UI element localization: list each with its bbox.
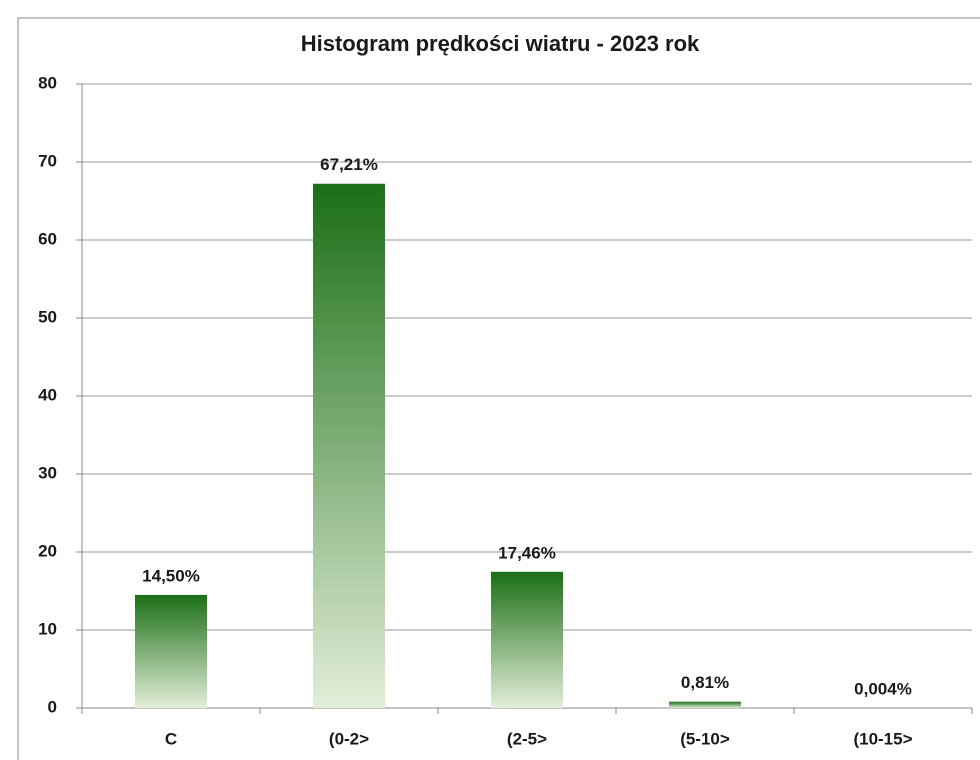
y-tick-label: 80 [38, 73, 57, 92]
y-tick-label: 40 [38, 385, 57, 404]
x-tick-label: (2-5> [507, 729, 547, 748]
data-label: 0,81% [681, 673, 729, 692]
y-tick-label: 10 [38, 619, 57, 638]
bar [669, 701, 741, 708]
y-tick-label: 30 [38, 463, 57, 482]
chart-title: Histogram prędkości wiatru - 2023 rok [301, 31, 700, 56]
x-tick-label: (10-15> [853, 729, 912, 748]
data-label: 0,004% [854, 679, 912, 698]
data-label: 17,46% [498, 543, 556, 562]
bar [135, 594, 207, 708]
bar [491, 571, 563, 708]
data-label: 14,50% [142, 566, 200, 585]
y-tick-label: 60 [38, 229, 57, 248]
y-tick-label: 70 [38, 151, 57, 170]
y-tick-label: 50 [38, 307, 57, 326]
x-tick-label: (5-10> [680, 729, 730, 748]
y-tick-label: 0 [48, 697, 57, 716]
bar [313, 183, 385, 709]
y-tick-label: 20 [38, 541, 57, 560]
x-tick-label: (0-2> [329, 729, 369, 748]
data-label: 67,21% [320, 155, 378, 174]
x-tick-label: C [165, 729, 177, 748]
